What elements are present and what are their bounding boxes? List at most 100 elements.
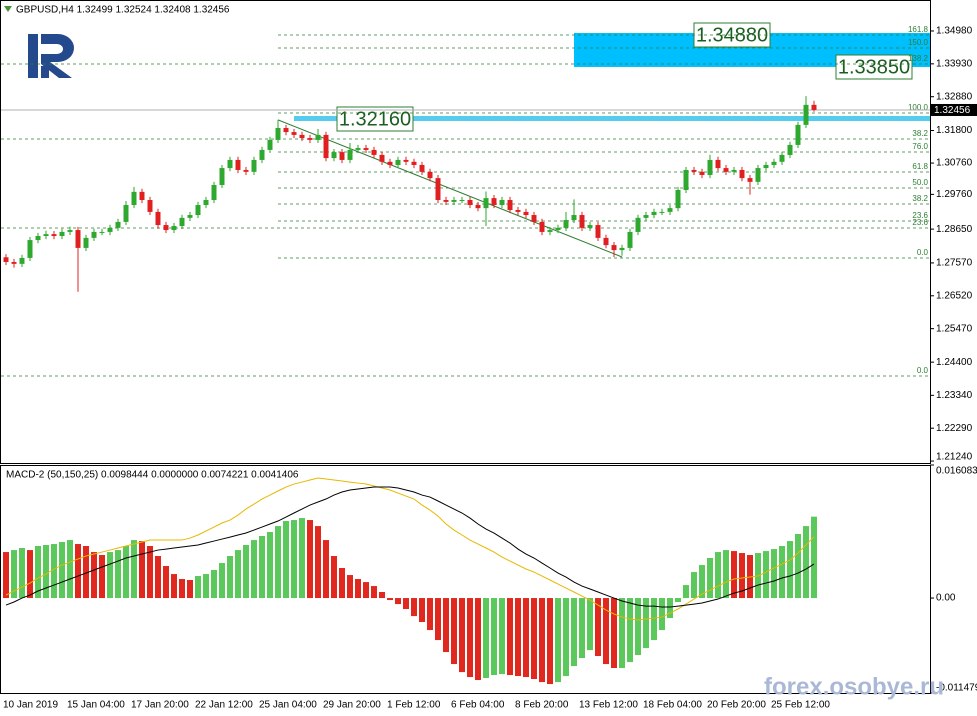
candle-body <box>619 247 625 251</box>
last-price-label: 1.32456 <box>934 105 971 116</box>
histogram-bar <box>219 563 225 599</box>
candle-body <box>611 245 617 251</box>
histogram-bar <box>211 570 217 599</box>
candle-body <box>779 154 785 162</box>
y-tick-label: 1.26520 <box>936 290 973 301</box>
candle-body <box>371 149 377 155</box>
histogram-bar <box>91 552 97 599</box>
candle-body <box>3 257 9 262</box>
histogram-bar <box>659 598 665 631</box>
candle-body <box>75 230 81 248</box>
macd-title: MACD-2 (50,150,25) 0.0098444 0.0000000 0… <box>6 470 299 481</box>
candle-body <box>83 237 89 248</box>
histogram-bar <box>187 580 193 599</box>
histogram-bar <box>203 574 209 599</box>
macd-line <box>5 477 815 621</box>
histogram-bar <box>403 598 409 610</box>
histogram-bar <box>507 598 513 676</box>
histogram-bar <box>739 553 745 599</box>
x-tick-label: 15 Jan 04:00 <box>67 700 125 711</box>
candle-body <box>403 159 409 162</box>
histogram-bar <box>155 556 161 599</box>
candle-body <box>491 198 497 206</box>
candle-body <box>539 221 545 232</box>
y-tick-label: 1.31800 <box>936 125 973 136</box>
candle-body <box>515 210 521 212</box>
histogram-bar <box>435 598 441 641</box>
x-tick-label: 10 Jan 2019 <box>3 700 58 711</box>
candle-body <box>419 164 425 172</box>
candle-body <box>331 152 337 159</box>
candle-body <box>195 205 201 216</box>
candle-body <box>603 237 609 246</box>
candle-body <box>443 200 449 202</box>
histogram-bar <box>635 598 641 656</box>
histogram-bar <box>603 598 609 665</box>
histogram-bar <box>411 598 417 617</box>
candle-body <box>275 128 281 140</box>
y-tick-label: 1.34980 <box>936 26 973 37</box>
y-tick-label: 1.21240 <box>936 452 973 463</box>
symbol-icon <box>4 6 12 12</box>
histogram-bar <box>35 546 41 599</box>
candle-body <box>267 139 273 150</box>
histogram-bar <box>555 598 561 683</box>
candle-body <box>355 148 361 150</box>
histogram-bar <box>275 526 281 599</box>
candle-body <box>299 134 305 139</box>
histogram-bar <box>587 598 593 651</box>
histogram-bar <box>499 598 505 675</box>
candle-body <box>475 205 481 209</box>
candle-body <box>163 225 169 231</box>
histogram-bar <box>267 532 273 599</box>
logo <box>28 34 74 78</box>
candle-body <box>547 230 553 232</box>
histogram-bar <box>611 598 617 669</box>
candle-body <box>235 159 241 170</box>
y-tick-label: 0.0160831 <box>936 466 977 477</box>
histogram-bar <box>339 568 345 599</box>
candle-body <box>363 148 369 150</box>
y-tick-label: 1.32880 <box>936 91 973 102</box>
candle-body <box>291 132 297 135</box>
candle-body <box>803 104 809 125</box>
candle-body <box>219 168 225 185</box>
candle-body <box>155 211 161 226</box>
y-tick-label: 1.25470 <box>936 323 973 334</box>
histogram-bar <box>539 598 545 683</box>
histogram-bar <box>347 575 353 599</box>
histogram-bar <box>667 598 673 619</box>
zone-label-box <box>336 106 414 132</box>
histogram-bar <box>803 526 809 599</box>
histogram-bar <box>459 598 465 673</box>
candle-body <box>595 225 601 238</box>
fibo-label: 61.8 <box>912 162 928 171</box>
fibo-label: 50.0 <box>912 178 928 187</box>
histogram-bar <box>515 598 521 677</box>
histogram-bar <box>123 546 129 599</box>
histogram-bar <box>619 598 625 669</box>
histogram-bar <box>75 544 81 599</box>
candle-body <box>755 168 761 182</box>
candle-body <box>675 189 681 209</box>
x-tick-label: 20 Feb 20:00 <box>707 700 766 711</box>
candle-body <box>259 149 265 160</box>
zone <box>294 115 930 122</box>
candle-body <box>747 178 753 182</box>
y-tick-label: 1.27570 <box>936 258 973 269</box>
histogram-bar <box>139 541 145 599</box>
y-tick-label: 1.23340 <box>936 390 973 401</box>
histogram-bar <box>243 545 249 599</box>
x-tick-label: 17 Jan 20:00 <box>131 700 189 711</box>
fibo-label: 161.8 <box>908 25 929 34</box>
candle-body <box>467 200 473 206</box>
histogram-bar <box>395 598 401 605</box>
candle-body <box>643 215 649 218</box>
candle-body <box>715 159 721 169</box>
fibo-label: 23.6 <box>912 218 928 227</box>
fibo-label: 0.0 <box>917 248 929 257</box>
x-tick-label: 29 Jan 20:00 <box>323 700 381 711</box>
histogram-bar <box>115 550 121 599</box>
fibo-label: 150.0 <box>908 38 929 47</box>
